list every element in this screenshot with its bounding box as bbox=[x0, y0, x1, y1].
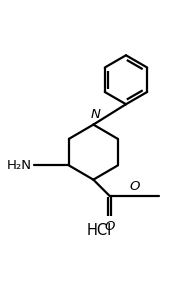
Text: O: O bbox=[130, 180, 140, 193]
Text: HCl: HCl bbox=[87, 223, 112, 238]
Text: O: O bbox=[105, 220, 115, 233]
Text: N: N bbox=[90, 108, 100, 121]
Text: H₂N: H₂N bbox=[7, 159, 32, 172]
